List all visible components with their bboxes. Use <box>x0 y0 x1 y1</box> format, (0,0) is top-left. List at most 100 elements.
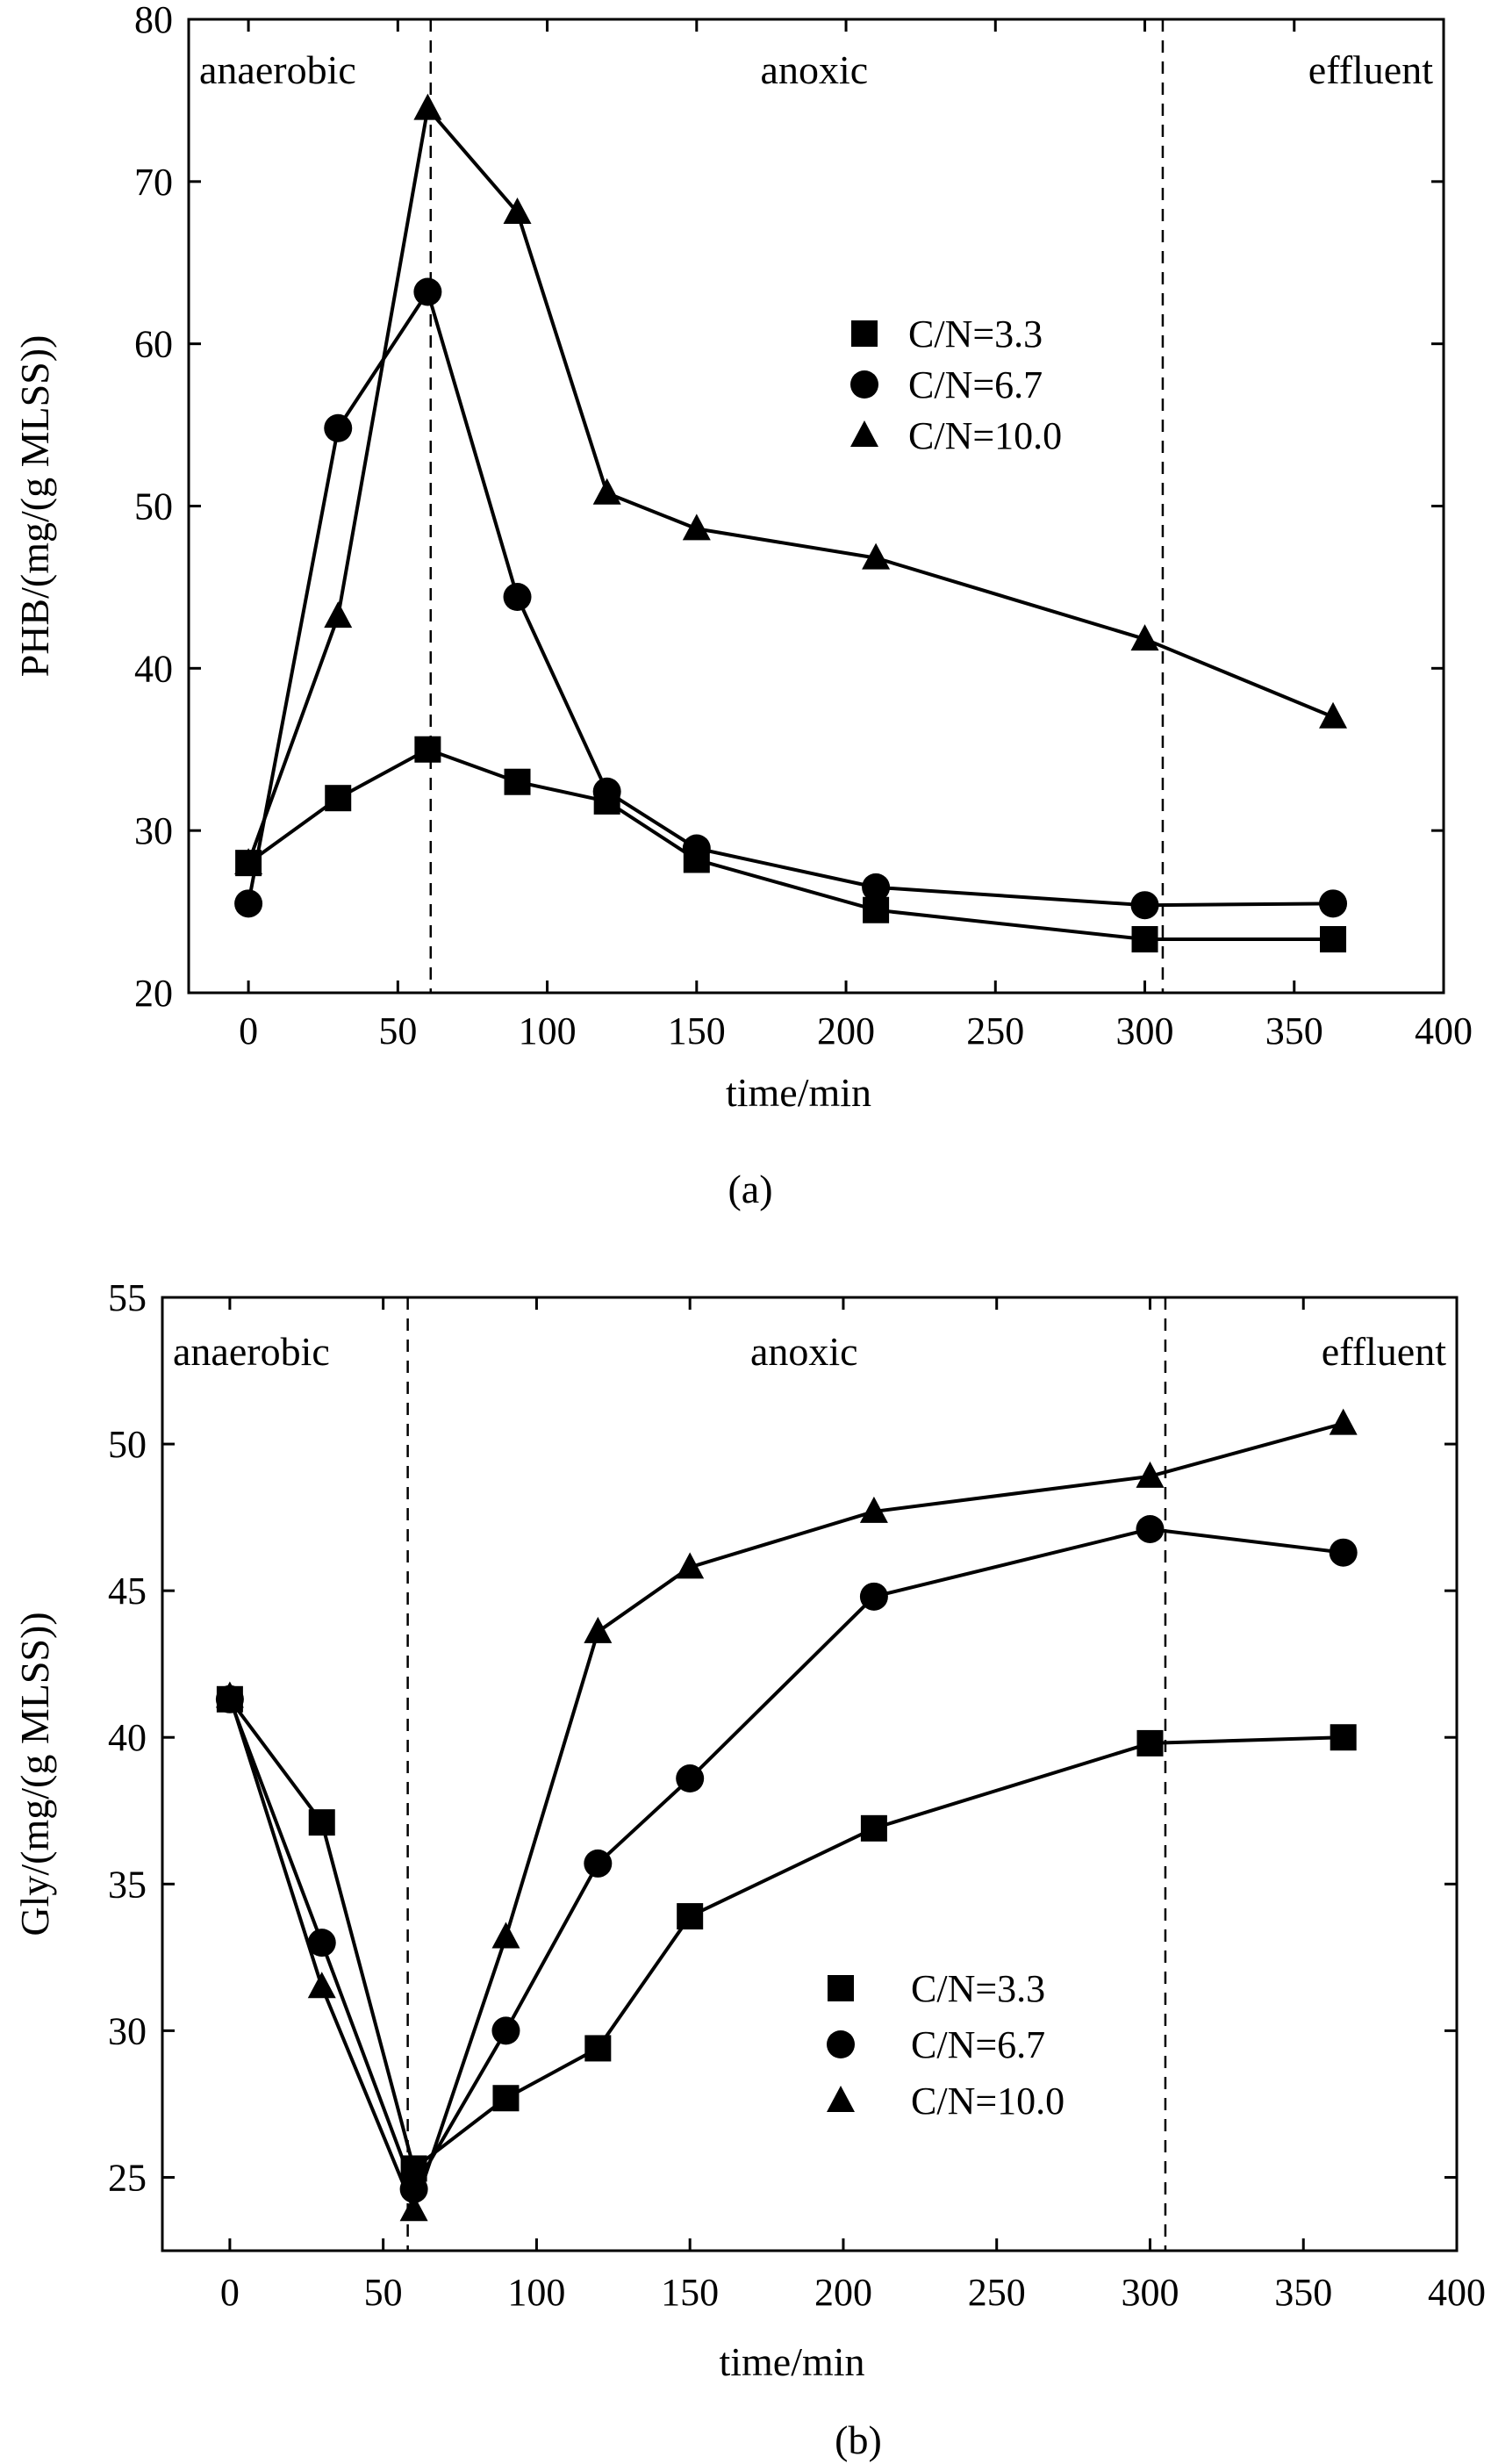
legend: C/N=3.3 C/N=6.7 C/N=10.0 <box>827 1967 1064 2123</box>
legend: C/N=3.3 C/N=6.7 C/N=10.0 <box>850 312 1062 457</box>
region-label-anaerobic: anaerobic <box>199 47 356 92</box>
data-point-square <box>677 1903 704 1930</box>
data-point-circle <box>1130 891 1159 920</box>
x-tick-label: 250 <box>968 2271 1026 2314</box>
legend-label: C/N=10.0 <box>911 2080 1064 2123</box>
data-point-circle <box>862 873 891 902</box>
y-tick-label: 50 <box>108 1423 147 1466</box>
data-point-triangle <box>592 478 621 505</box>
data-point-triangle <box>491 1922 520 1949</box>
y-tick-label: 40 <box>134 647 173 690</box>
y-tick-label: 35 <box>108 1863 147 1906</box>
data-point-triangle <box>1329 1408 1358 1435</box>
y-tick-label: 50 <box>134 485 173 528</box>
x-tick-label: 350 <box>1274 2271 1332 2314</box>
x-axis-title: time/min <box>726 1070 871 1115</box>
y-tick-label: 30 <box>108 2009 147 2052</box>
legend-label: C/N=10.0 <box>908 414 1062 457</box>
data-point-triangle <box>682 514 711 541</box>
plot-frame <box>187 18 1445 995</box>
data-point-triangle <box>1130 624 1159 651</box>
legend-marker-circle <box>827 2030 855 2058</box>
data-point-triangle <box>1136 1461 1165 1488</box>
data-point-square <box>325 785 352 812</box>
legend-label: C/N=6.7 <box>908 363 1043 406</box>
series-line <box>247 290 1334 908</box>
region-label-anoxic: anoxic <box>750 1329 858 1374</box>
x-tick-label: 200 <box>814 2271 872 2314</box>
data-point-triangle <box>676 1552 705 1579</box>
series-circle <box>215 1514 1358 2203</box>
x-tick-label: 50 <box>364 2271 403 2314</box>
x-tick-label: 150 <box>661 2271 719 2314</box>
y-tick-label: 70 <box>134 161 173 204</box>
x-tick-label: 300 <box>1116 1009 1174 1052</box>
data-point-triangle <box>862 542 891 570</box>
data-point-circle <box>324 413 353 442</box>
series-triangle <box>234 93 1348 875</box>
legend-label: C/N=3.3 <box>908 312 1043 356</box>
data-point-circle <box>592 777 621 806</box>
data-point-triangle <box>307 1972 336 1999</box>
chart-panel-b: 0 50 100 150 200 250 300 350 400 25 30 35 40 45 50 55 ti… <box>12 1276 1486 2462</box>
legend-marker-circle <box>850 370 878 399</box>
legend-marker-square <box>828 1975 854 2001</box>
data-point-circle <box>1136 1514 1165 1543</box>
data-point-circle <box>503 583 532 612</box>
data-point-circle <box>413 277 442 306</box>
region-label-effluent: effluent <box>1322 1329 1446 1374</box>
x-tick-label: 50 <box>378 1009 417 1052</box>
series-triangle <box>215 1408 1358 2222</box>
x-tick-label: 400 <box>1428 2271 1486 2314</box>
y-tick-label: 40 <box>108 1716 147 1759</box>
legend-label: C/N=6.7 <box>911 2023 1045 2066</box>
legend-marker-triangle <box>827 2086 855 2112</box>
data-point-circle <box>682 834 711 863</box>
series-line <box>247 747 1334 942</box>
region-label-anaerobic: anaerobic <box>173 1329 330 1374</box>
y-tick-label: 80 <box>134 0 173 41</box>
data-point-square <box>1131 926 1158 953</box>
y-tick-label: 60 <box>134 323 173 366</box>
legend-marker-triangle <box>850 420 878 447</box>
data-point-square <box>584 2035 612 2062</box>
data-point-triangle <box>234 848 263 875</box>
x-tick-label: 0 <box>220 2271 240 2314</box>
x-tick-label: 250 <box>966 1009 1024 1052</box>
data-point-triangle <box>413 93 442 120</box>
panel-caption: (a) <box>728 1167 772 1211</box>
region-label-effluent: effluent <box>1308 47 1433 92</box>
data-point-circle <box>307 1929 336 1958</box>
legend-marker-square <box>851 320 878 347</box>
series-line <box>227 1421 1344 2212</box>
y-tick-label: 30 <box>134 809 173 852</box>
x-tick-label: 200 <box>817 1009 875 1052</box>
x-tick-label: 0 <box>239 1009 258 1052</box>
data-point-triangle <box>1319 701 1348 729</box>
series-line <box>228 1527 1344 2191</box>
x-tick-label: 150 <box>668 1009 726 1052</box>
data-point-triangle <box>503 197 532 224</box>
data-point-circle <box>1329 1538 1358 1567</box>
data-point-square <box>414 736 441 763</box>
data-point-circle <box>1319 889 1348 918</box>
y-tick-label: 45 <box>108 1570 147 1613</box>
series-line <box>228 1698 1344 2171</box>
data-point-square <box>1330 1724 1357 1751</box>
data-point-circle <box>859 1582 888 1611</box>
plot-frame <box>161 1296 1459 2252</box>
region-label-anoxic: anoxic <box>761 47 869 92</box>
data-point-circle <box>676 1764 705 1793</box>
legend-label: C/N=3.3 <box>911 1967 1045 2010</box>
data-point-circle <box>234 889 263 918</box>
y-tick-label: 25 <box>108 2156 147 2199</box>
data-point-square <box>1320 926 1347 953</box>
x-axis-title: time/min <box>719 2339 864 2384</box>
data-point-triangle <box>584 1616 613 1643</box>
data-point-square <box>860 1814 887 1842</box>
data-point-triangle <box>215 1681 244 1708</box>
y-axis-title: PHB/(mg/(g MLSS)) <box>12 335 57 678</box>
data-point-square <box>308 1809 335 1836</box>
data-point-circle <box>584 1849 613 1878</box>
panel-caption: (b) <box>835 2417 882 2462</box>
